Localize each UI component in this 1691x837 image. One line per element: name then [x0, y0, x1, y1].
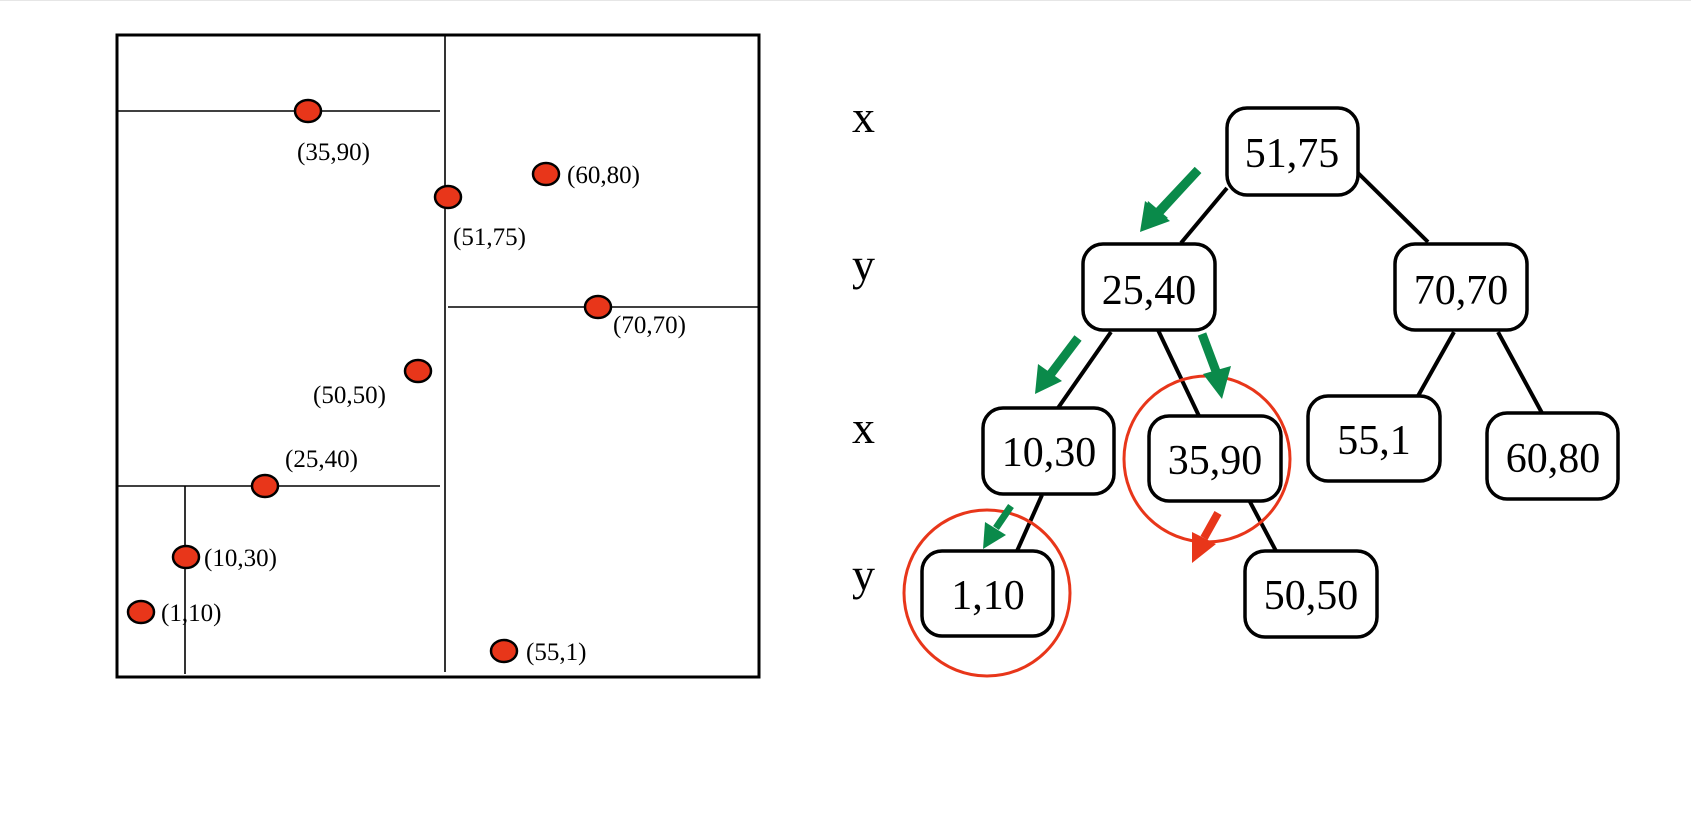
- point-label-25-40: (25,40): [285, 446, 358, 473]
- point-marker: [126, 599, 156, 625]
- point-marker: [293, 98, 323, 124]
- backtrack-arrow-head: [1192, 532, 1216, 563]
- node-label: 25,40: [1102, 268, 1197, 314]
- search-path-arrow-head: [1140, 201, 1170, 232]
- plane-border: [115, 33, 761, 679]
- point-marker: [250, 473, 280, 499]
- search-path-arrow: [1197, 332, 1222, 376]
- search-path-arrow: [993, 504, 1014, 530]
- top-border: [0, 0, 1691, 1]
- point-marker: [171, 544, 201, 570]
- point-label-51-75: (51,75): [453, 224, 526, 251]
- tree-edge: [1355, 170, 1430, 244]
- backtrack-arrow: [1200, 511, 1222, 540]
- node-label: 70,70: [1414, 268, 1509, 314]
- search-path-arrow: [1043, 335, 1082, 382]
- tree-node-70-70: 70,70: [1393, 242, 1529, 332]
- tree-panel: x y x y 51,75 25,40 70,70 10,30: [852, 91, 1620, 678]
- node-label: 50,50: [1264, 573, 1359, 619]
- tree-edge: [1056, 330, 1113, 410]
- point-marker: [489, 638, 519, 664]
- level-label-depth-1: y: [852, 239, 875, 290]
- plane-panel: (35,90) (60,80) (51,75) (70,70) (50,50) …: [115, 33, 761, 679]
- tree-node-1-10: 1,10: [920, 549, 1055, 638]
- node-label: 35,90: [1168, 438, 1263, 484]
- tree-node-60-80: 60,80: [1485, 411, 1620, 501]
- level-label-depth-0: x: [852, 91, 875, 142]
- point-label-10-30: (10,30): [204, 545, 277, 572]
- point-label-1-10: (1,10): [161, 600, 221, 627]
- tree-edge: [1247, 499, 1278, 552]
- tree-edge: [1416, 331, 1456, 397]
- node-label: 55,1: [1337, 418, 1411, 464]
- search-path-arrow: [1149, 166, 1202, 223]
- point-label-50-50: (50,50): [313, 382, 386, 409]
- tree-node-50-50: 50,50: [1243, 549, 1379, 639]
- search-path-arrow-head: [1035, 364, 1062, 394]
- highlight-circle-1-10: [902, 508, 1072, 678]
- search-path-arrow-head: [1203, 366, 1231, 399]
- node-label: 51,75: [1245, 131, 1340, 177]
- tree-edge: [1156, 329, 1201, 417]
- tree-node-55-1: 55,1: [1306, 394, 1442, 483]
- level-label-depth-2: x: [852, 402, 875, 453]
- point-marker: [583, 294, 613, 320]
- tree-node-25-40: 25,40: [1081, 242, 1217, 332]
- tree-node-51-75: 51,75: [1225, 106, 1360, 197]
- tree-node-35-90: 35,90: [1147, 414, 1283, 503]
- tree-edge: [1179, 186, 1229, 245]
- level-label-depth-3: y: [852, 549, 875, 600]
- node-label: 10,30: [1002, 430, 1097, 476]
- point-label-35-90: (35,90): [297, 139, 370, 166]
- point-label-55-1: (55,1): [526, 639, 586, 666]
- point-marker: [433, 184, 463, 210]
- point-marker: [531, 161, 561, 187]
- node-label: 1,10: [951, 573, 1025, 619]
- point-marker: [403, 358, 433, 384]
- point-label-60-80: (60,80): [567, 162, 640, 189]
- point-label-70-70: (70,70): [613, 312, 686, 339]
- tree-edge: [1496, 331, 1544, 414]
- search-path-arrow-head: [983, 522, 1006, 549]
- tree-node-10-30: 10,30: [981, 406, 1116, 496]
- node-label: 60,80: [1506, 436, 1601, 482]
